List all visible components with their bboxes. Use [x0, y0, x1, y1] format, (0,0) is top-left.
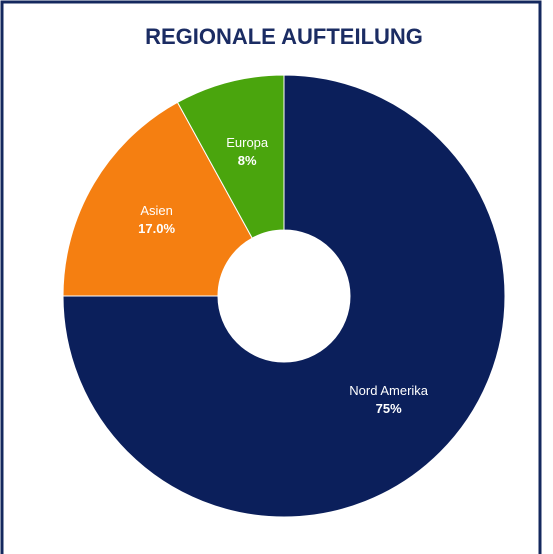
chart-title: REGIONALE AUFTEILUNG: [145, 24, 423, 49]
donut-segment: [176, 74, 285, 239]
segment-name: Asien: [140, 203, 173, 218]
donut-segment: [62, 101, 253, 297]
segment-value: 17.0%: [138, 221, 175, 236]
segment-name: Nord Amerika: [349, 383, 429, 398]
segment-value: 75%: [376, 401, 402, 416]
donut-segment: [62, 74, 506, 518]
segment-value: 8%: [238, 153, 257, 168]
segment-name: Europa: [226, 135, 269, 150]
